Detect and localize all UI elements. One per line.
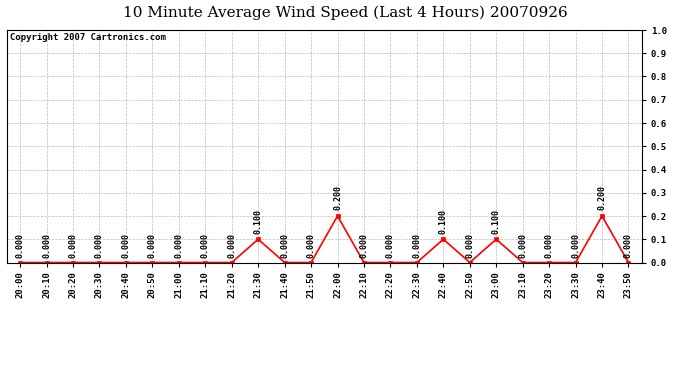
Text: 0.000: 0.000 (571, 233, 580, 258)
Text: 0.000: 0.000 (544, 233, 553, 258)
Text: 0.000: 0.000 (624, 233, 633, 258)
Text: 0.100: 0.100 (492, 209, 501, 234)
Text: 0.000: 0.000 (148, 233, 157, 258)
Text: 0.000: 0.000 (175, 233, 184, 258)
Text: Copyright 2007 Cartronics.com: Copyright 2007 Cartronics.com (10, 33, 166, 42)
Text: 0.000: 0.000 (280, 233, 289, 258)
Text: 0.000: 0.000 (95, 233, 104, 258)
Text: 0.000: 0.000 (227, 233, 236, 258)
Text: 0.000: 0.000 (201, 233, 210, 258)
Text: 0.100: 0.100 (439, 209, 448, 234)
Text: 0.200: 0.200 (598, 186, 607, 210)
Text: 0.200: 0.200 (333, 186, 342, 210)
Text: 0.100: 0.100 (254, 209, 263, 234)
Text: 0.000: 0.000 (42, 233, 51, 258)
Text: 0.000: 0.000 (386, 233, 395, 258)
Text: 0.000: 0.000 (518, 233, 527, 258)
Text: 0.000: 0.000 (68, 233, 77, 258)
Text: 0.000: 0.000 (465, 233, 474, 258)
Text: 0.000: 0.000 (306, 233, 315, 258)
Text: 0.000: 0.000 (16, 233, 25, 258)
Text: 0.000: 0.000 (413, 233, 422, 258)
Text: 0.000: 0.000 (359, 233, 368, 258)
Text: 10 Minute Average Wind Speed (Last 4 Hours) 20070926: 10 Minute Average Wind Speed (Last 4 Hou… (123, 6, 567, 20)
Text: 0.000: 0.000 (121, 233, 130, 258)
